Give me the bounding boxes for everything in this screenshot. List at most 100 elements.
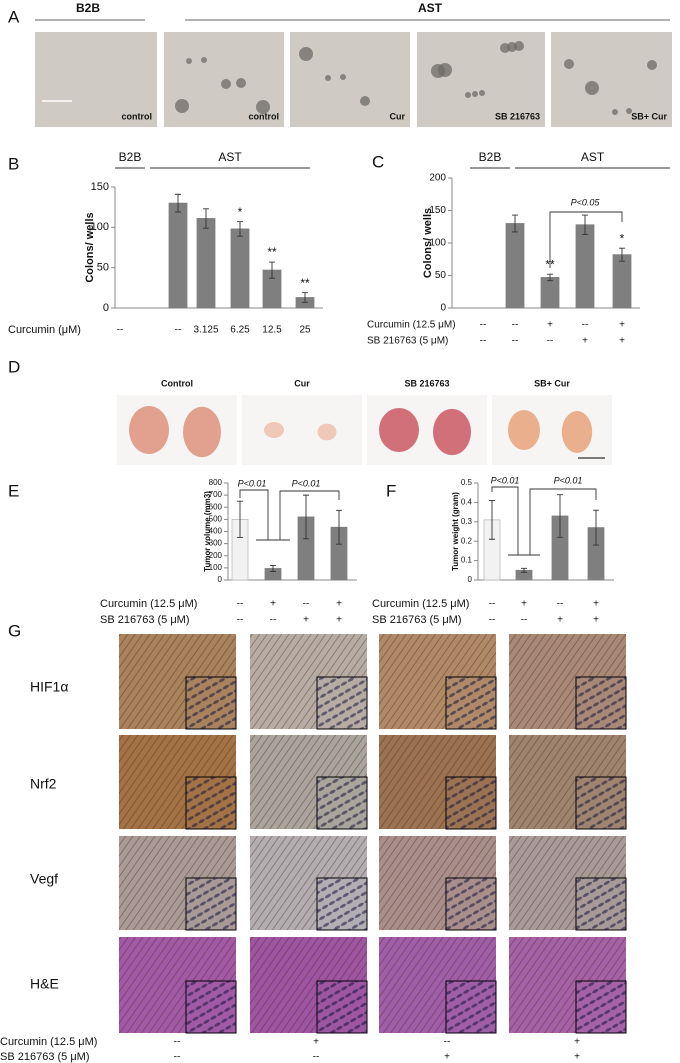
image-label: SB 216763 bbox=[495, 111, 540, 121]
colony bbox=[465, 92, 471, 98]
colony bbox=[564, 59, 574, 69]
group-label: AST bbox=[418, 1, 443, 15]
y-tick-label: 700 bbox=[209, 490, 223, 499]
bar bbox=[612, 254, 632, 309]
colony bbox=[626, 108, 632, 114]
colony bbox=[472, 91, 478, 97]
image-label: control bbox=[122, 111, 153, 121]
row-label: Curcumin (12.5 μM) bbox=[0, 1036, 97, 1048]
colony bbox=[186, 58, 192, 64]
image-label: SB 216763 bbox=[404, 378, 449, 388]
tumor bbox=[129, 406, 169, 454]
row-value: -- bbox=[547, 336, 554, 347]
image-label: SB+ Cur bbox=[631, 111, 667, 121]
colony bbox=[256, 100, 270, 114]
inset-texture bbox=[576, 677, 626, 729]
y-tick-label: 150 bbox=[429, 205, 446, 216]
micrograph bbox=[35, 32, 157, 127]
significance: * bbox=[238, 205, 243, 219]
row-value: + bbox=[521, 599, 527, 610]
row-value: -- bbox=[582, 320, 589, 331]
row-value: -- bbox=[117, 325, 124, 336]
comparison-bracket bbox=[549, 211, 623, 268]
condition-value: -- bbox=[174, 1037, 181, 1048]
row-value: -- bbox=[557, 599, 564, 610]
inset-texture bbox=[317, 981, 367, 1033]
row-value: + bbox=[336, 599, 342, 610]
row-value: -- bbox=[489, 599, 496, 610]
row-label: SB 216763 (5 μM) bbox=[367, 336, 448, 347]
y-tick-label: 800 bbox=[209, 478, 223, 487]
tumor bbox=[379, 408, 419, 452]
tumor-photo bbox=[242, 395, 362, 465]
y-tick-label: 0.2 bbox=[461, 536, 473, 545]
error-bar bbox=[619, 247, 625, 262]
y-tick-label: 0 bbox=[218, 575, 223, 584]
row-value: -- bbox=[521, 615, 528, 626]
y-tick-label: 100 bbox=[429, 238, 446, 249]
inset-texture bbox=[446, 878, 496, 930]
error-bar bbox=[336, 509, 342, 545]
inset-texture bbox=[576, 878, 626, 930]
y-tick-label: 50 bbox=[435, 270, 447, 281]
row-value: + bbox=[303, 615, 309, 626]
row-value: + bbox=[547, 320, 553, 331]
y-tick-label: 300 bbox=[209, 539, 223, 548]
row-label: Curcumin (12.5 μM) bbox=[100, 598, 197, 610]
row-label: Curcumin (12.5 μM) bbox=[372, 598, 469, 610]
y-tick-label: 0.4 bbox=[461, 498, 473, 507]
error-bar bbox=[557, 494, 563, 538]
y-tick-label: 400 bbox=[209, 527, 223, 536]
inset-texture bbox=[186, 981, 236, 1033]
micrograph bbox=[290, 32, 410, 127]
colony bbox=[647, 60, 657, 70]
error-bar bbox=[489, 500, 495, 540]
y-axis-label: Colons/ wells bbox=[84, 212, 96, 282]
comparison-bracket bbox=[279, 490, 340, 540]
row-label: Curcumin (μM) bbox=[8, 324, 81, 336]
y-axis-label: Colons/ wells bbox=[422, 208, 434, 278]
row-value: + bbox=[619, 320, 625, 331]
y-tick-label: 200 bbox=[209, 551, 223, 560]
image-label: Cur bbox=[390, 111, 406, 121]
condition-value: -- bbox=[444, 1037, 451, 1048]
row-label: SB 216763 (5 μM) bbox=[100, 614, 190, 626]
error-bar bbox=[521, 567, 527, 573]
y-tick-label: 0.3 bbox=[461, 517, 473, 526]
colony bbox=[479, 90, 485, 96]
colony bbox=[514, 41, 524, 51]
error-bar bbox=[302, 292, 308, 303]
tumor bbox=[183, 406, 221, 458]
inset-texture bbox=[446, 981, 496, 1033]
row-label: Curcumin (12.5 μM) bbox=[367, 320, 456, 331]
row-value: + bbox=[593, 599, 599, 610]
row-label: SB 216763 (5 μM) bbox=[0, 1051, 90, 1063]
error-bar bbox=[237, 500, 243, 539]
row-value: 12.5 bbox=[262, 325, 282, 336]
inset-texture bbox=[576, 777, 626, 829]
tumor bbox=[561, 411, 593, 453]
row-value: -- bbox=[237, 615, 244, 626]
row-value: -- bbox=[480, 336, 487, 347]
row-value: + bbox=[336, 615, 342, 626]
comparison-label: P<0.01 bbox=[554, 475, 583, 485]
row-value: + bbox=[582, 336, 588, 347]
row-label: HIF1α bbox=[30, 679, 68, 695]
error-bar bbox=[547, 273, 553, 282]
row-value: 6.25 bbox=[230, 325, 250, 336]
colony bbox=[360, 96, 370, 106]
colony bbox=[340, 74, 346, 80]
y-tick-label: 200 bbox=[429, 173, 446, 184]
tumor bbox=[433, 408, 471, 456]
panel-letter: D bbox=[8, 357, 20, 376]
condition-value: + bbox=[444, 1052, 450, 1063]
error-bar bbox=[269, 261, 275, 279]
condition-value: + bbox=[574, 1037, 580, 1048]
group-label: AST bbox=[581, 150, 605, 164]
y-tick-label: 150 bbox=[91, 181, 109, 193]
inset-texture bbox=[317, 777, 367, 829]
row-value: + bbox=[619, 336, 625, 347]
group-label: B2B bbox=[119, 150, 142, 164]
row-value: -- bbox=[270, 615, 277, 626]
